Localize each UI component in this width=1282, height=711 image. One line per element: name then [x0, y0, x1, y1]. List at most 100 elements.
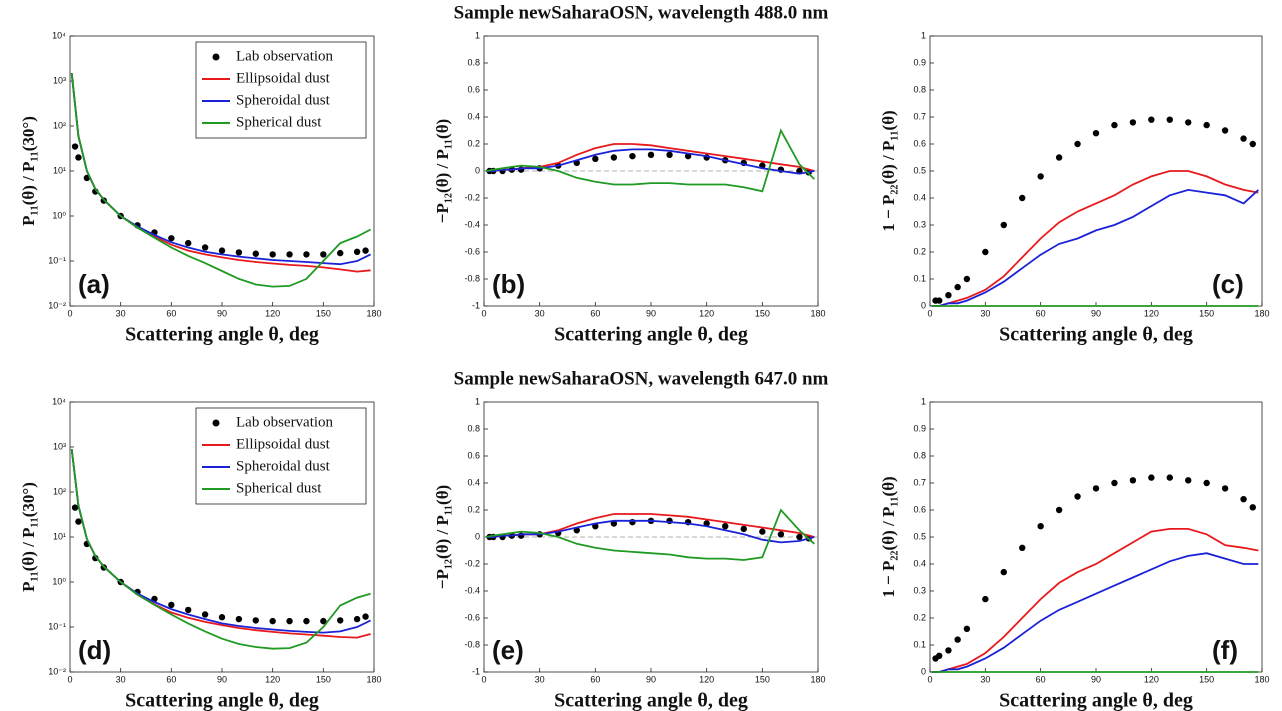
y-tick-label: 10³ [53, 441, 66, 451]
legend-label: Ellipsoidal dust [236, 70, 331, 86]
y-tick-label: 10⁰ [52, 210, 66, 220]
observation-point [1203, 121, 1210, 129]
y-tick-label: -0.2 [464, 558, 480, 568]
panel-label: (c) [1212, 269, 1244, 299]
legend-marker [212, 53, 220, 61]
panel: 0 30 60 90 120 150 180 0 0.1 0.2 0.3 0.4 0.5 0.6 0.7 0.… [879, 396, 1270, 711]
panel: 0 30 60 90 120 150 180 10⁻² 10⁻¹ 10⁰ 10¹ 10² 10³ 10⁴ S… [19, 30, 382, 345]
y-tick-label: 0.2 [913, 246, 926, 256]
y-tick-label: 1 [475, 396, 480, 406]
observation-point [1203, 479, 1210, 487]
y-tick-label: 0 [475, 165, 480, 175]
x-tick-label: 90 [1091, 674, 1101, 684]
x-tick-label: 180 [1254, 308, 1269, 318]
x-tick-label: 0 [481, 308, 486, 318]
x-tick-label: 120 [699, 674, 714, 684]
observation-point [1055, 506, 1063, 514]
panel: Sample newSaharaOSN, wavelength 647.0 nm… [433, 368, 829, 711]
y-tick-label: 10⁻¹ [48, 255, 66, 265]
observation-point [75, 154, 82, 161]
x-axis-label: Scattering angle θ, deg [999, 324, 1193, 346]
y-tick-label: 0.4 [467, 477, 480, 487]
y-tick-label: 10² [53, 486, 66, 496]
panel: 0 30 60 90 120 150 180 10⁻² 10⁻¹ 10⁰ 10¹ 10² 10³ 10⁴ S… [19, 396, 382, 711]
y-tick-label: 0.8 [467, 57, 480, 67]
observation-point [201, 244, 209, 251]
observation-point [362, 613, 369, 620]
observation-point [647, 151, 655, 158]
observation-point [218, 247, 226, 254]
observation-point [286, 251, 293, 258]
observation-point [1148, 116, 1155, 123]
observation-point [1111, 121, 1118, 129]
observation-point [954, 283, 961, 291]
observation-point [353, 615, 361, 623]
y-tick-label: 10⁻² [48, 666, 66, 676]
y-tick-label: -0.8 [464, 639, 480, 649]
observation-point [362, 247, 369, 254]
observation-point [1019, 194, 1026, 202]
x-tick-label: 120 [1144, 674, 1159, 684]
y-tick-label: 10⁴ [52, 396, 66, 406]
model-line [70, 448, 371, 650]
observation-point [629, 152, 636, 160]
y-tick-label: 1 [475, 30, 480, 40]
observation-point [610, 154, 618, 161]
y-tick-label: 0.6 [467, 84, 480, 94]
x-axis-label: Scattering angle θ, deg [554, 690, 748, 711]
observation-point [235, 615, 243, 623]
y-tick-label: 0.5 [913, 165, 926, 175]
model-line [931, 170, 1259, 307]
observation-point [1221, 485, 1229, 492]
observation-point [936, 652, 943, 659]
observation-point [936, 297, 943, 304]
observation-point [201, 611, 209, 618]
x-tick-label: 180 [1254, 674, 1269, 684]
x-tick-label: 150 [1199, 674, 1214, 684]
model-line [485, 508, 815, 561]
observation-point [218, 614, 226, 621]
observation-point [1000, 221, 1007, 229]
observation-point [1249, 504, 1256, 511]
figure-title: Sample newSaharaOSN, wavelength 647.0 nm [454, 368, 829, 389]
observation-point [1166, 474, 1173, 481]
observation-point [1185, 119, 1192, 126]
model-line [485, 128, 815, 193]
y-tick-label: 0.4 [913, 558, 926, 568]
observation-point [722, 523, 729, 530]
x-tick-label: 120 [1144, 308, 1159, 318]
panel: Sample newSaharaOSN, wavelength 488.0 nm… [433, 2, 829, 345]
legend-label: Lab observation [236, 414, 334, 430]
model-line [70, 73, 372, 288]
x-tick-label: 60 [166, 674, 176, 684]
x-tick-label: 150 [316, 308, 331, 318]
x-tick-label: 180 [366, 674, 381, 684]
observation-point [592, 155, 599, 163]
observation-point [185, 606, 192, 614]
y-axis-label: P₁₁(θ) / P₁₁(30°) [19, 482, 38, 592]
y-tick-label: 0.3 [913, 585, 926, 595]
x-tick-label: 60 [1036, 674, 1046, 684]
y-tick-label: 10⁰ [52, 576, 66, 586]
y-axis-label: −P₁₂(θ) / P₁₁(θ) [433, 485, 452, 589]
observation-point [269, 251, 276, 258]
x-tick-label: 0 [481, 674, 486, 684]
y-tick-label: -0.4 [464, 219, 480, 229]
observation-point [1129, 119, 1137, 126]
observation-point [320, 617, 327, 625]
observation-point [1221, 127, 1229, 134]
x-tick-label: 30 [116, 308, 126, 318]
y-tick-label: 0.7 [913, 111, 926, 121]
x-tick-label: 0 [927, 308, 932, 318]
legend-marker [212, 419, 220, 427]
observation-point [1129, 477, 1137, 484]
observation-point [1074, 140, 1081, 148]
y-tick-label: 0.3 [913, 219, 926, 229]
x-axis-label: Scattering angle θ, deg [125, 690, 319, 711]
x-tick-label: 150 [316, 674, 331, 684]
x-tick-label: 180 [810, 308, 825, 318]
observation-point [320, 251, 327, 258]
x-tick-label: 90 [646, 308, 656, 318]
x-tick-label: 60 [1036, 308, 1046, 318]
